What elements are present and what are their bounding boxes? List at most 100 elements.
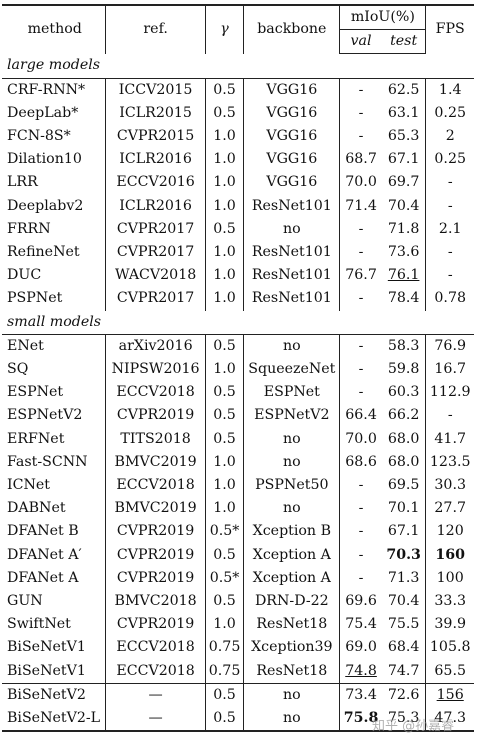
- cell-method: DFANet A: [2, 566, 107, 591]
- cell-fps: 100: [436, 569, 464, 586]
- header-fps: FPS: [425, 4, 474, 54]
- cell-val: -: [358, 384, 364, 401]
- cell-val: -: [358, 81, 364, 98]
- cell-method: ESPNet: [2, 381, 107, 405]
- cell-test: 78.4: [381, 287, 427, 311]
- header-gamma: γ: [205, 4, 245, 54]
- cell-method: DFANet A′: [2, 543, 107, 567]
- cell-backbone: no: [243, 217, 341, 242]
- cell-ref: CVPR2019: [105, 520, 206, 544]
- cell-test: 72.6: [381, 682, 427, 708]
- cell-fps: 30.3: [434, 477, 466, 494]
- cell-val: -: [358, 546, 364, 563]
- table-row: PSPNet CVPR2017 1.0 ResNet101-78.4 0.78: [2, 287, 474, 311]
- cell-ref: —: [105, 707, 206, 733]
- section-header-row: large models: [2, 53, 474, 79]
- header-row-2: val test: [2, 29, 474, 55]
- cell-val: -: [358, 337, 364, 354]
- cell-gamma: 1.0: [205, 474, 245, 498]
- cell-test: 69.7: [381, 171, 427, 195]
- cell-gamma: 0.5: [205, 334, 245, 359]
- header-row-1: method ref. γ backbone mIoU(%) FPS: [2, 4, 474, 54]
- table-row: FRRN CVPR2017 0.5 no -71.8 2.1: [2, 217, 474, 242]
- cell-fps: 41.7: [434, 430, 466, 447]
- cell-val: -: [358, 128, 364, 145]
- cell-ref: BMVC2019: [105, 450, 206, 475]
- cell-val: 75.8: [339, 707, 382, 733]
- cell-method: ESPNetV2: [2, 404, 107, 428]
- cell-method: FRRN: [2, 217, 107, 242]
- cell-backbone: VGG16: [243, 78, 341, 102]
- cell-val: 69.6: [345, 593, 377, 610]
- header-method: method: [2, 4, 107, 54]
- cell-fps: 39.9: [434, 616, 466, 633]
- cell-gamma: 1.0: [205, 287, 245, 311]
- table-body: large models CRF-RNN* ICCV2015 0.5 VGG16-62.…: [2, 53, 474, 733]
- cell-method: RefineNet: [2, 241, 107, 265]
- cell-backbone: VGG16: [243, 101, 341, 126]
- cell-fps: -: [447, 267, 453, 284]
- table-row: Deeplabv2 ICLR2016 1.0 ResNet101 71.4 70.4 -: [2, 194, 474, 218]
- cell-val: -: [358, 220, 364, 237]
- header-miou: mIoU(%): [339, 4, 427, 31]
- table-row: ERFNet TITS2018 0.5 no 70.0 68.0 41.7: [2, 427, 474, 451]
- table-row: LRR ECCV2016 1.0 VGG16 70.0 69.7 -: [2, 171, 474, 195]
- cell-val: -: [358, 104, 364, 121]
- cell-test: 68.0: [381, 427, 427, 451]
- watermark: 知乎 @孙嘉睿: [372, 719, 455, 734]
- cell-ref: BMVC2018: [105, 590, 206, 614]
- cell-backbone: no: [243, 497, 341, 521]
- table-row: Dilation10 ICLR2016 1.0 VGG16 68.7 67.1 0.25: [2, 148, 474, 172]
- cell-fps: -: [447, 244, 453, 261]
- comparison-table: method ref. γ backbone mIoU(%) FPS val t…: [2, 4, 474, 733]
- cell-test: 75.5: [381, 613, 427, 637]
- table-row: ICNet ECCV2018 1.0 PSPNet50-69.5 30.3: [2, 474, 474, 498]
- cell-ref: CVPR2017: [105, 217, 206, 242]
- cell-gamma: 0.5*: [205, 520, 245, 544]
- cell-backbone: Xception B: [243, 520, 341, 544]
- table-row: ESPNetV2 CVPR2019 0.5 ESPNetV2 66.4 66.2-: [2, 404, 474, 428]
- table-row: DFANet B CVPR2019 0.5* Xception B -67.1 120: [2, 520, 474, 544]
- cell-method: BiSeNetV1: [2, 636, 107, 660]
- cell-backbone: VGG16: [243, 148, 341, 172]
- cell-gamma: 0.5: [205, 707, 245, 733]
- cell-backbone: Xception A: [243, 543, 341, 567]
- cell-backbone: ResNet101: [243, 264, 341, 288]
- cell-test: 75.3: [381, 707, 427, 733]
- cell-fps: -: [447, 174, 453, 191]
- cell-ref: ICCV2015: [105, 78, 206, 102]
- cell-gamma: 1.0: [205, 194, 245, 218]
- cell-gamma: 0.5*: [205, 566, 245, 591]
- cell-backbone: ESPNetV2: [243, 404, 341, 428]
- cell-test: 70.1: [381, 497, 427, 521]
- cell-method: DUC: [2, 264, 107, 288]
- cell-fps: -: [447, 197, 453, 214]
- table-row: CRF-RNN* ICCV2015 0.5 VGG16-62.5 1.4: [2, 78, 474, 102]
- cell-fps: 47.3: [425, 707, 474, 733]
- cell-test: 68.4: [381, 636, 427, 660]
- cell-method: FCN-8S*: [2, 125, 107, 149]
- cell-fps: 2.1: [438, 220, 462, 237]
- cell-ref: BMVC2019: [105, 497, 206, 521]
- cell-backbone: ESPNet: [243, 381, 341, 405]
- cell-gamma: 1.0: [205, 241, 245, 265]
- cell-fps: 160: [435, 546, 466, 563]
- cell-fps: 2: [445, 128, 455, 145]
- cell-backbone: ResNet101: [243, 241, 341, 265]
- cell-method: SwiftNet: [2, 613, 107, 637]
- cell-ref: ECCV2018: [105, 659, 206, 684]
- cell-ref: ECCV2016: [105, 171, 206, 195]
- cell-gamma: 0.5: [205, 427, 245, 451]
- table-row: SQ NIPSW2016 1.0 SqueezeNet -59.8 16.7: [2, 358, 474, 382]
- table-row: BiSeNetV1 ECCV2018 0.75 Xception39 69.0 68.4 1…: [2, 636, 474, 660]
- cell-method: DFANet B: [2, 520, 107, 544]
- cell-val: -: [358, 477, 364, 494]
- cell-fps: 112.9: [429, 384, 471, 401]
- cell-test: 73.6: [381, 241, 427, 265]
- cell-fps: 0.78: [434, 290, 466, 307]
- cell-ref: ICLR2016: [105, 148, 206, 172]
- cell-test: 68.0: [381, 450, 427, 475]
- table-row: BiSeNetV1 ECCV2018 0.75 ResNet18 74.8 74.7 65.…: [2, 659, 474, 684]
- cell-fps: 156: [425, 682, 474, 708]
